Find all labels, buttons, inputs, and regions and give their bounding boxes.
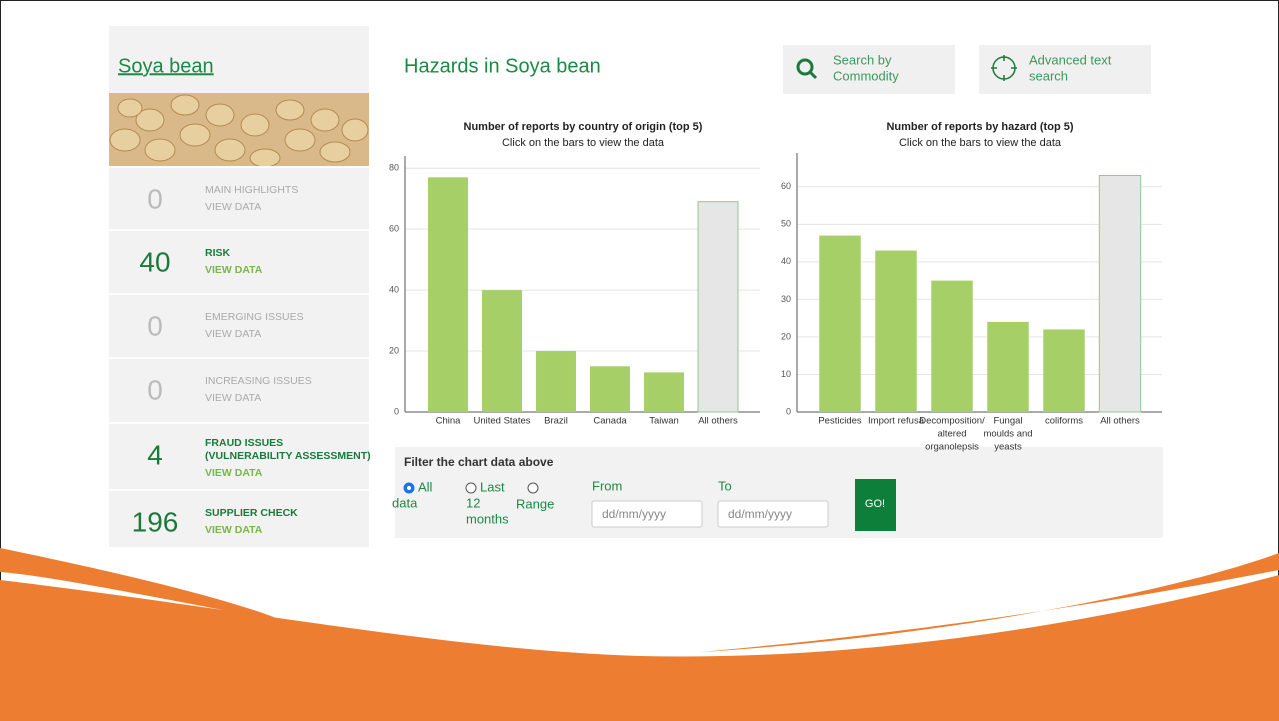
radio-label: months (466, 511, 509, 526)
row-label: INCREASING ISSUES (205, 375, 312, 387)
page-title: Hazards in Soya bean (404, 55, 601, 77)
button-label: search (1029, 68, 1068, 83)
x-tick-label: United States (473, 416, 530, 427)
bar[interactable] (987, 322, 1028, 412)
radio[interactable] (466, 483, 476, 493)
row-label: FRAUD ISSUES (205, 437, 283, 449)
row-count: 0 (147, 183, 163, 214)
chart-subtitle: Click on the bars to view the data (502, 137, 665, 149)
row-count: 0 (147, 310, 163, 341)
x-tick-label: altered (937, 429, 966, 440)
y-tick-label: 20 (389, 345, 399, 355)
date-label: From (592, 478, 622, 493)
x-tick-label: moulds and (983, 429, 1032, 440)
bar[interactable] (875, 251, 916, 412)
slide: Soya bean Hazards in Soya bean 0 MAIN HIG… (0, 0, 1279, 721)
x-tick-label: Pesticides (818, 416, 862, 427)
chart-title: Number of reports by hazard (top 5) (886, 121, 1073, 133)
x-tick-label: China (436, 416, 462, 427)
radio[interactable] (528, 483, 538, 493)
radio-label: All (418, 479, 433, 494)
row-link[interactable]: VIEW DATA (205, 201, 261, 213)
row-count: 196 (132, 506, 179, 537)
radio-label: data (392, 495, 418, 510)
row-label: SUPPLIER CHECK (205, 507, 298, 519)
filter-title: Filter the chart data above (404, 455, 554, 469)
y-tick-label: 50 (781, 219, 791, 229)
row-label: RISK (205, 247, 231, 259)
bar[interactable] (698, 202, 738, 412)
x-tick-label: organolepsis (925, 442, 979, 453)
bar[interactable] (590, 366, 630, 412)
date-placeholder: dd/mm/yyyy (728, 507, 792, 521)
date-label: To (718, 478, 732, 493)
y-tick-label: 0 (786, 406, 791, 416)
x-tick-label: Import refusa (868, 416, 925, 427)
bar[interactable] (536, 351, 576, 412)
radio-label: Last (480, 479, 505, 494)
commodity-title[interactable]: Soya bean (118, 55, 214, 77)
y-tick-label: 40 (781, 256, 791, 266)
row-count: 0 (147, 374, 163, 405)
bar[interactable] (819, 236, 860, 412)
y-tick-label: 60 (389, 224, 399, 234)
y-tick-label: 80 (389, 163, 399, 173)
x-tick-label: All others (698, 416, 738, 427)
x-tick-label: Decomposition/ (919, 416, 985, 427)
x-tick-label: Brazil (544, 416, 568, 427)
row-link[interactable]: VIEW DATA (205, 264, 263, 276)
radio-dot (407, 486, 411, 490)
button-label: Search by (833, 52, 892, 67)
bar[interactable] (931, 281, 972, 412)
row-link[interactable]: VIEW DATA (205, 524, 263, 536)
y-tick-label: 20 (781, 331, 791, 341)
row-link[interactable]: VIEW DATA (205, 392, 261, 404)
bar[interactable] (1099, 176, 1140, 412)
y-tick-label: 30 (781, 294, 791, 304)
y-tick-label: 0 (394, 406, 399, 416)
row-label: EMERGING ISSUES (205, 311, 304, 323)
radio-label: Range (516, 496, 554, 511)
bar[interactable] (644, 372, 684, 412)
button-label: Advanced text (1029, 52, 1112, 67)
row-label: (VULNERABILITY ASSESSMENT) (205, 450, 371, 462)
y-tick-label: 60 (781, 181, 791, 191)
go-label: GO! (865, 498, 885, 510)
bar[interactable] (482, 290, 522, 412)
row-count: 4 (147, 439, 163, 470)
x-tick-label: Fungal (993, 416, 1022, 427)
x-tick-label: All others (1100, 416, 1140, 427)
x-tick-label: Canada (593, 416, 627, 427)
row-label: MAIN HIGHLIGHTS (205, 184, 298, 196)
chart-subtitle: Click on the bars to view the data (899, 137, 1062, 149)
row-count: 40 (139, 246, 170, 277)
date-placeholder: dd/mm/yyyy (602, 507, 666, 521)
y-tick-label: 40 (389, 284, 399, 294)
row-link[interactable]: VIEW DATA (205, 328, 261, 340)
row-link[interactable]: VIEW DATA (205, 467, 263, 479)
button-label: Commodity (833, 68, 899, 83)
x-tick-label: coliforms (1045, 416, 1083, 427)
y-tick-label: 10 (781, 369, 791, 379)
bar[interactable] (1043, 329, 1084, 412)
x-tick-label: Taiwan (649, 416, 679, 427)
x-tick-label: yeasts (994, 442, 1022, 453)
radio-label: 12 (466, 495, 480, 510)
chart-title: Number of reports by country of origin (… (464, 121, 703, 133)
bar[interactable] (428, 177, 468, 412)
